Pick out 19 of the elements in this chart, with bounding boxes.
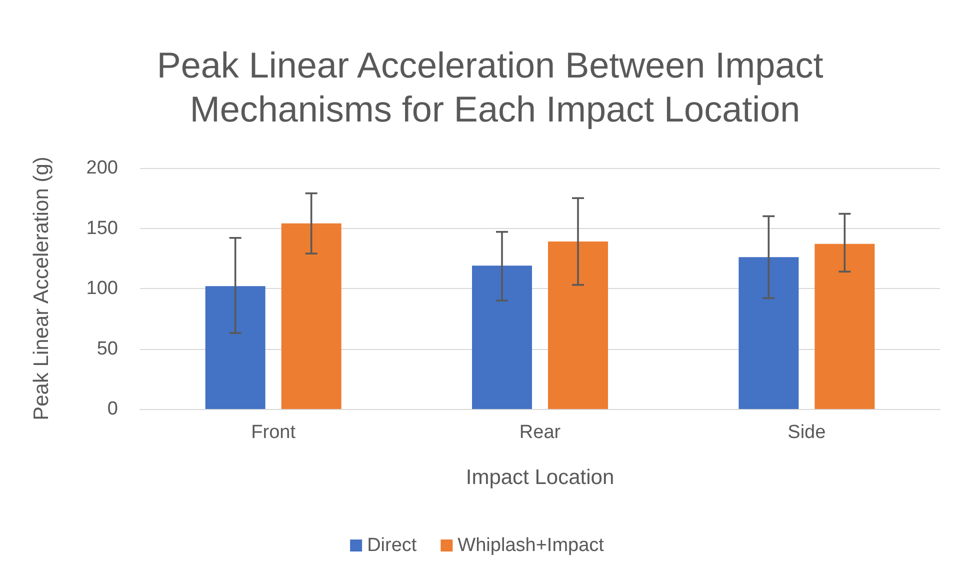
y-tick-label: 0 (107, 398, 118, 420)
bar (738, 257, 799, 409)
legend-label: Direct (367, 535, 418, 556)
bar (281, 223, 342, 409)
y-tick-label: 50 (96, 338, 118, 360)
y-tick-label: 150 (86, 218, 118, 239)
x-axis-title: Impact Location (466, 466, 614, 489)
bar (472, 266, 532, 409)
bar (814, 244, 875, 409)
x-tick-label: Rear (519, 422, 562, 443)
legend-label: Whiplash+Impact (458, 535, 605, 556)
bar (548, 242, 608, 409)
y-tick-label: 200 (86, 158, 118, 178)
y-axis-title: Peak Linear Acceleration (g) (30, 156, 53, 420)
chart-title: Peak Linear Acceleration Between Impact Mechanisms for Each Impact Location (156, 44, 834, 130)
x-tick-label: Front (251, 422, 296, 443)
x-tick-label: Side (788, 422, 826, 443)
y-tick-label: 100 (86, 278, 118, 299)
bar (205, 286, 266, 409)
